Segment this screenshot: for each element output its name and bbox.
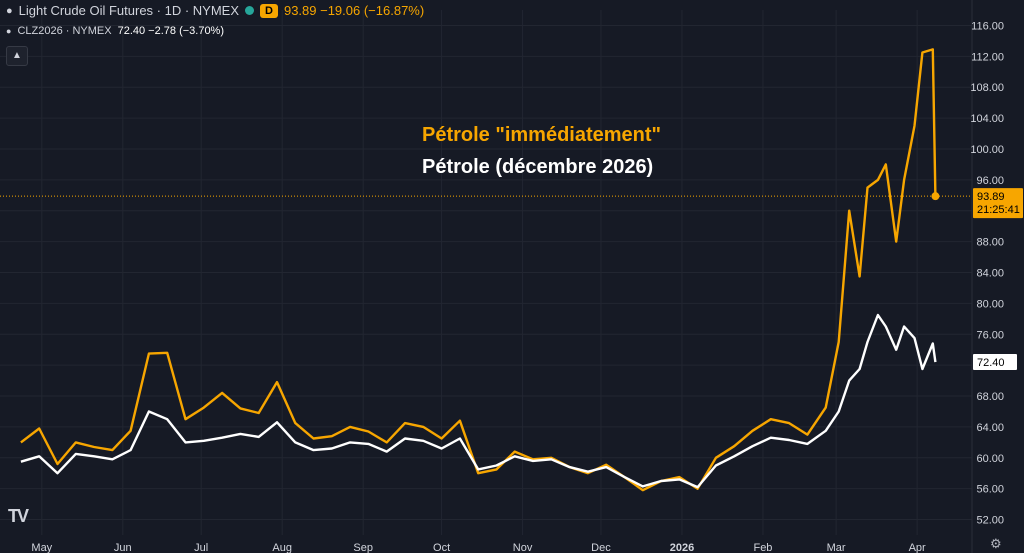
tradingview-logo-icon: TV <box>8 506 29 526</box>
annotation-spot-oil: Pétrole "immédiatement" <box>422 124 662 146</box>
price-tag-main-value: 93.89 <box>977 191 1005 203</box>
series-line-dec2026 <box>20 313 937 489</box>
price-tag-main <box>973 188 1023 219</box>
x-tick-label: Sep <box>353 542 373 553</box>
x-tick-label: Aug <box>272 542 292 553</box>
price-tag-second <box>973 354 1017 371</box>
chevron-up-icon[interactable]: ▲ <box>6 46 28 66</box>
x-tick-label: Oct <box>433 542 450 553</box>
gear-icon[interactable]: ⚙ <box>990 536 1002 551</box>
x-tick-label: 2026 <box>670 542 694 553</box>
y-tick-label: 56.00 <box>976 484 1004 496</box>
x-tick-label: Feb <box>753 542 772 553</box>
x-tick-label: Jun <box>114 542 132 553</box>
x-tick-label: Mar <box>827 542 846 553</box>
annotation-dec-2026-oil: Pétrole (décembre 2026) <box>422 156 654 178</box>
y-tick-label: 80.00 <box>976 298 1004 310</box>
x-tick-label: Apr <box>909 542 926 553</box>
drop-icon: ● <box>6 26 12 36</box>
price-tag-countdown: 21:25:41 <box>977 204 1020 216</box>
x-tick-label: Nov <box>513 542 533 553</box>
second-symbol-values: 72.40 −2.78 (−3.70%) <box>117 25 225 37</box>
main-symbol-values: 93.89 −19.06 (−16.87%) <box>283 3 425 18</box>
market-status-dot <box>245 6 255 15</box>
second-symbol-legend[interactable]: ● CLZ2026 · NYMEX 72.40 −2.78 (−3.70%) <box>6 25 224 37</box>
y-tick-label: 112.00 <box>971 51 1004 63</box>
y-tick-label: 108.00 <box>970 82 1004 94</box>
y-tick-label: 100.00 <box>970 144 1004 156</box>
y-tick-label: 84.00 <box>976 268 1004 280</box>
y-tick-label: 76.00 <box>976 329 1004 341</box>
y-tick-label: 68.00 <box>976 391 1004 403</box>
x-tick-label: Jul <box>194 542 208 553</box>
interval-badge[interactable]: D <box>260 3 278 18</box>
x-tick-label: May <box>31 542 52 553</box>
price-tag-second-value: 72.40 <box>977 357 1005 369</box>
second-symbol-title: CLZ2026 · NYMEX <box>17 25 112 37</box>
y-tick-label: 64.00 <box>976 422 1004 434</box>
last-price-dot <box>931 192 940 201</box>
y-tick-label: 52.00 <box>976 515 1004 527</box>
y-tick-label: 116.00 <box>971 20 1004 32</box>
y-tick-label: 96.00 <box>976 175 1004 187</box>
series-line-spot <box>20 48 937 492</box>
main-symbol-legend[interactable]: ● Light Crude Oil Futures · 1D · NYMEX D… <box>6 3 424 18</box>
y-tick-label: 60.00 <box>976 453 1004 465</box>
main-symbol-title: Light Crude Oil Futures · 1D · NYMEX <box>18 3 240 18</box>
drop-icon: ● <box>6 4 13 17</box>
x-tick-label: Dec <box>591 542 611 553</box>
y-tick-label: 88.00 <box>976 237 1004 249</box>
y-tick-label: 104.00 <box>970 113 1004 125</box>
